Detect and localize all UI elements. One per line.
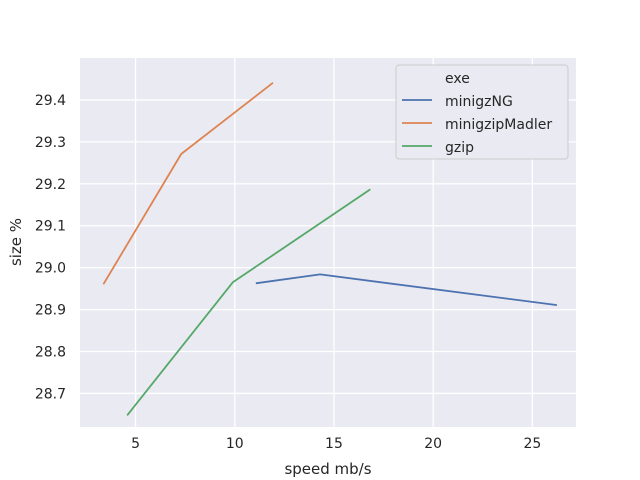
x-tick-label: 20: [424, 436, 442, 452]
legend-entry-label: minigzipMadler: [445, 117, 552, 133]
y-tick-label: 29.2: [35, 177, 66, 193]
y-tick-label: 29.4: [35, 93, 66, 109]
series-line-minigzNG: [255, 273, 558, 306]
x-tick-label: 25: [523, 436, 541, 452]
x-tick-label: 5: [131, 436, 140, 452]
legend: exe minigzNG minigzipMadler gzip: [395, 64, 569, 160]
y-tick-label: 29.1: [35, 219, 66, 235]
x-axis-ticks: 5 10 15 20 25: [131, 436, 541, 452]
legend-entry-label: minigzNG: [445, 94, 513, 110]
series-lines: [102, 82, 558, 416]
legend-entry-label: gzip: [445, 140, 474, 156]
y-axis-label: size %: [7, 218, 25, 266]
x-tick-label: 10: [226, 436, 244, 452]
x-axis-label: speed mb/s: [284, 460, 371, 478]
y-tick-label: 29.3: [35, 135, 66, 151]
y-tick-label: 29.0: [35, 261, 66, 277]
series-line-minigzipMadler: [102, 82, 274, 285]
series-line-gzip: [126, 188, 371, 416]
x-tick-label: 15: [325, 436, 343, 452]
legend-title: exe: [445, 71, 470, 87]
y-axis-ticks: 28.7 28.8 28.9 29.0 29.1 29.2 29.3 29.4: [35, 93, 66, 403]
y-tick-label: 28.9: [35, 303, 66, 319]
legend-box: [395, 64, 569, 160]
y-tick-label: 28.7: [35, 386, 66, 402]
y-tick-label: 28.8: [35, 345, 66, 361]
grid: [80, 58, 576, 427]
